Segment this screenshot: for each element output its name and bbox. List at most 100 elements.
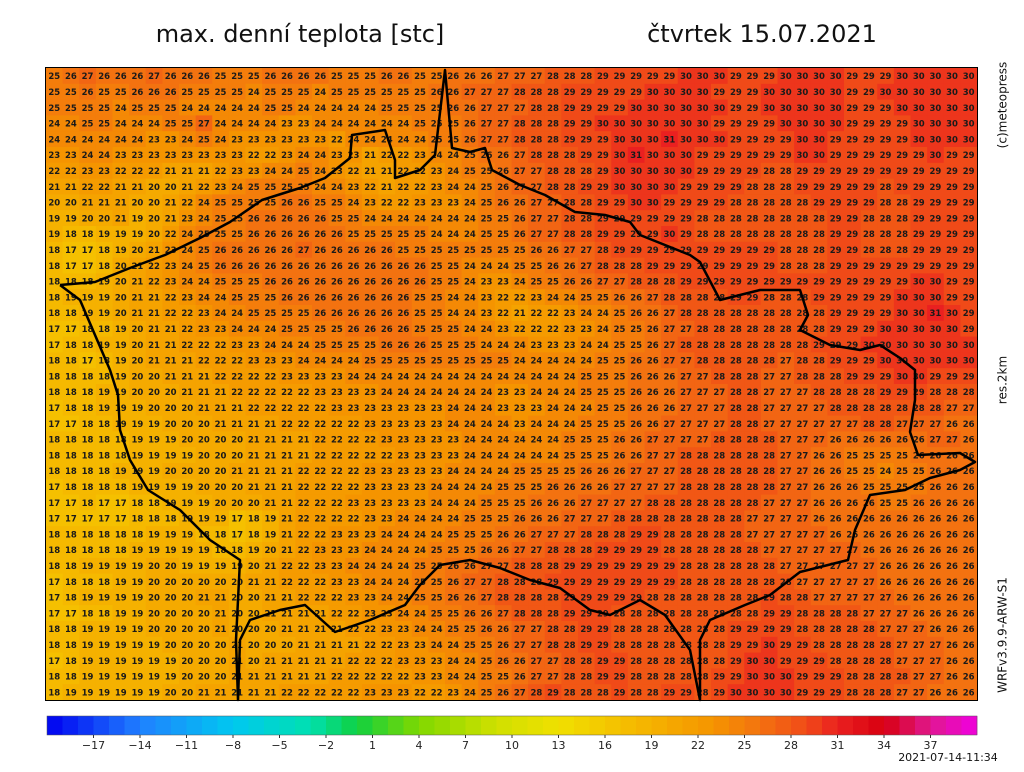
temperature-label: 24 bbox=[481, 451, 493, 461]
temperature-cell bbox=[810, 178, 828, 195]
temperature-label: 20 bbox=[148, 404, 160, 414]
temperature-cell bbox=[461, 131, 479, 148]
temperature-cell bbox=[195, 194, 213, 211]
temperature-label: 21 bbox=[165, 357, 177, 367]
temperature-label: 19 bbox=[115, 325, 127, 335]
temperature-label: 23 bbox=[248, 357, 260, 367]
temperature-cell bbox=[145, 226, 163, 243]
temperature-label: 29 bbox=[630, 88, 642, 98]
colorbar-segment bbox=[667, 716, 683, 735]
temperature-label: 26 bbox=[398, 341, 410, 351]
temperature-label: 30 bbox=[697, 88, 709, 98]
temperature-label: 19 bbox=[132, 578, 144, 588]
temperature-label: 27 bbox=[531, 641, 543, 651]
temperature-label: 18 bbox=[48, 546, 60, 556]
temperature-label: 19 bbox=[115, 625, 127, 635]
temperature-label: 26 bbox=[913, 546, 925, 556]
temperature-label: 22 bbox=[231, 357, 243, 367]
temperature-label: 24 bbox=[248, 104, 260, 114]
temperature-cell bbox=[445, 68, 463, 85]
temperature-cell bbox=[694, 131, 712, 148]
temperature-label: 25 bbox=[497, 230, 509, 240]
temperature-label: 26 bbox=[963, 594, 975, 604]
temperature-label: 22 bbox=[331, 499, 343, 509]
temperature-label: 17 bbox=[48, 515, 60, 525]
temperature-label: 22 bbox=[364, 625, 376, 635]
temperature-cell bbox=[328, 131, 346, 148]
temperature-cell bbox=[943, 131, 961, 148]
temperature-label: 28 bbox=[647, 625, 659, 635]
temperature-label: 30 bbox=[780, 673, 792, 683]
temperature-label: 27 bbox=[664, 325, 676, 335]
temperature-cell bbox=[494, 178, 512, 195]
temperature-label: 27 bbox=[880, 594, 892, 604]
temperature-label: 28 bbox=[680, 515, 692, 525]
temperature-cell bbox=[345, 210, 363, 227]
temperature-label: 22 bbox=[331, 135, 343, 145]
temperature-label: 24 bbox=[464, 309, 476, 319]
temperature-cell bbox=[877, 194, 895, 211]
temperature-label: 30 bbox=[963, 72, 975, 82]
temperature-label: 25 bbox=[265, 309, 277, 319]
temperature-cell bbox=[395, 83, 413, 101]
temperature-label: 26 bbox=[896, 530, 908, 540]
temperature-label: 27 bbox=[780, 357, 792, 367]
temperature-label: 25 bbox=[98, 120, 110, 130]
temperature-cell bbox=[195, 241, 213, 259]
temperature-label: 29 bbox=[763, 609, 775, 619]
temperature-label: 27 bbox=[930, 420, 942, 430]
temperature-label: 24 bbox=[414, 609, 426, 619]
temperature-cell bbox=[810, 83, 828, 101]
temperature-label: 28 bbox=[747, 609, 759, 619]
temperature-label: 23 bbox=[98, 167, 110, 177]
temperature-label: 28 bbox=[713, 230, 725, 240]
temperature-label: 17 bbox=[48, 594, 60, 604]
temperature-cell bbox=[79, 99, 97, 116]
temperature-label: 23 bbox=[381, 436, 393, 446]
temperature-cell bbox=[860, 210, 878, 227]
temperature-label: 18 bbox=[65, 673, 77, 683]
temperature-label: 21 bbox=[314, 657, 326, 667]
temperature-label: 29 bbox=[713, 183, 725, 193]
temperature-label: 28 bbox=[780, 325, 792, 335]
temperature-cell bbox=[179, 131, 197, 148]
temperature-label: 24 bbox=[431, 230, 443, 240]
temperature-label: 26 bbox=[580, 278, 592, 288]
temperature-label: 25 bbox=[215, 214, 227, 224]
temperature-label: 27 bbox=[896, 641, 908, 651]
temperature-label: 23 bbox=[431, 420, 443, 430]
temperature-label: 28 bbox=[680, 546, 692, 556]
temperature-label: 29 bbox=[597, 135, 609, 145]
temperature-label: 19 bbox=[98, 230, 110, 240]
temperature-cell bbox=[727, 210, 745, 227]
temperature-label: 21 bbox=[132, 293, 144, 303]
temperature-label: 28 bbox=[963, 388, 975, 398]
temperature-label: 26 bbox=[880, 546, 892, 556]
temperature-label: 20 bbox=[165, 609, 177, 619]
temperature-label: 19 bbox=[115, 578, 127, 588]
temperature-label: 26 bbox=[298, 199, 310, 209]
temperature-cell bbox=[378, 68, 396, 85]
temperature-cell bbox=[494, 226, 512, 243]
temperature-label: 28 bbox=[664, 594, 676, 604]
temperature-label: 25 bbox=[431, 293, 443, 303]
temperature-label: 29 bbox=[564, 578, 576, 588]
temperature-label: 29 bbox=[564, 120, 576, 130]
temperature-label: 21 bbox=[265, 436, 277, 446]
temperature-label: 27 bbox=[813, 578, 825, 588]
temperature-label: 28 bbox=[697, 673, 709, 683]
temperature-label: 26 bbox=[514, 515, 526, 525]
temperature-label: 29 bbox=[614, 246, 626, 256]
temperature-label: 18 bbox=[98, 483, 110, 493]
temperature-label: 26 bbox=[913, 562, 925, 572]
temperature-label: 19 bbox=[65, 688, 77, 698]
temperature-label: 26 bbox=[930, 594, 942, 604]
temperature-cell bbox=[794, 226, 812, 243]
temperature-cell bbox=[95, 226, 113, 243]
temperature-label: 23 bbox=[431, 199, 443, 209]
temperature-label: 28 bbox=[797, 214, 809, 224]
temperature-label: 19 bbox=[148, 467, 160, 477]
temperature-label: 21 bbox=[231, 420, 243, 430]
temperature-cell bbox=[295, 162, 313, 180]
temperature-label: 23 bbox=[381, 467, 393, 477]
